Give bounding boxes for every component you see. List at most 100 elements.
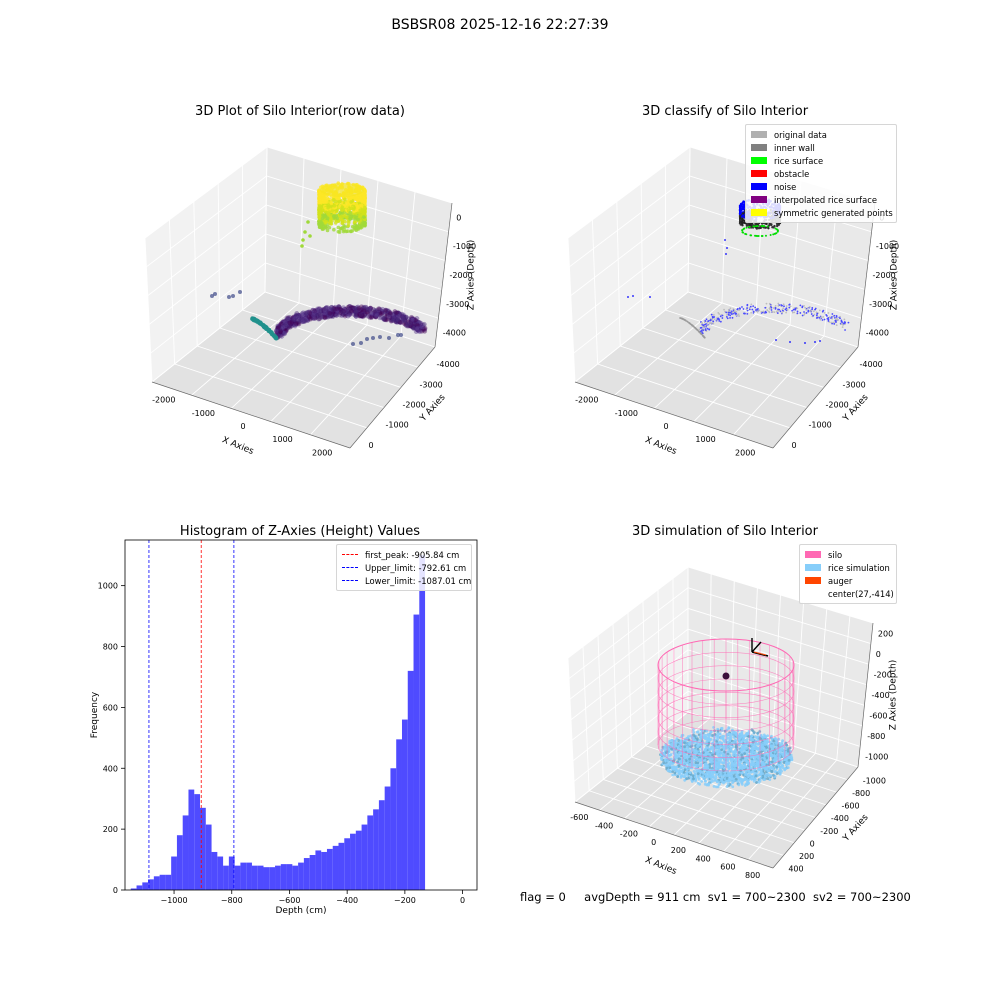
rice-simulation-point [671, 773, 675, 777]
rice-simulation-point [674, 739, 678, 742]
plot1-point [290, 319, 296, 325]
plot2-point [739, 307, 741, 310]
hist-bar [165, 874, 172, 890]
plot1-xtick: 1000 [272, 435, 292, 444]
plot2-point [821, 310, 824, 313]
plot1-point [282, 326, 288, 332]
plot1-point [346, 223, 351, 228]
plot1-point [274, 328, 279, 334]
plot1-point [323, 224, 328, 229]
plot1-point [355, 311, 360, 317]
plot2-point [738, 210, 742, 213]
plot1-point [378, 307, 383, 313]
plot1-point [409, 323, 414, 329]
plot1-point [339, 313, 345, 319]
plot2-point [835, 316, 838, 318]
rice-simulation-point [716, 750, 720, 754]
rice-simulation-point [770, 744, 774, 748]
plot2-point [815, 311, 818, 314]
plot2-point [726, 247, 728, 249]
rice-simulation-point [715, 745, 719, 749]
plot1-point [286, 320, 292, 326]
plot1-point [325, 312, 331, 318]
rice-simulation-point [710, 778, 714, 782]
rice-simulation-point [712, 725, 716, 729]
plot2-point [771, 310, 774, 313]
plot2-point [754, 306, 757, 309]
plot2-point [816, 316, 819, 319]
plot1-point [339, 214, 344, 219]
plot2-point [748, 308, 751, 311]
plot1-point [381, 315, 387, 321]
plot2-point [632, 295, 634, 297]
rice-simulation-point [774, 737, 777, 740]
rice-simulation-point [701, 775, 705, 779]
plot1-point [382, 312, 388, 318]
rice-simulation-point [670, 747, 674, 751]
plot1-point [349, 214, 354, 219]
rice-simulation-point [762, 762, 766, 766]
plot1-point [279, 326, 285, 332]
plot2-point [764, 234, 767, 237]
plot2-point [704, 328, 707, 330]
plot1-point [373, 311, 379, 317]
rice-simulation-point [750, 759, 753, 763]
plot2-point [764, 311, 766, 314]
plot2-point [826, 317, 829, 320]
hist-xtick: −600 [278, 896, 300, 905]
plot1-point [415, 319, 421, 325]
hist-bar [390, 768, 397, 890]
plot2-point [741, 306, 743, 308]
plot1-point [387, 336, 391, 340]
plot2-point [827, 312, 830, 314]
plot1-point [291, 318, 297, 324]
rice-simulation-point [697, 776, 700, 780]
plot1-point [299, 316, 305, 322]
rice-simulation-point [775, 742, 778, 745]
plot4-ytick: -1000 [863, 776, 886, 785]
rice-simulation-point [784, 750, 787, 754]
plot1-point [291, 318, 297, 324]
rice-simulation-point [692, 730, 696, 734]
plot1-point [317, 209, 322, 214]
plot4-xtick: -200 [620, 830, 638, 839]
rice-simulation-point [750, 746, 754, 750]
plot2-point [792, 308, 795, 311]
plot1-point [294, 320, 299, 326]
plot1-point [395, 310, 401, 316]
plot2-point [704, 324, 707, 327]
plot2-point [744, 312, 746, 315]
plot4-ytick: 400 [788, 865, 803, 874]
plot1-point [362, 304, 368, 310]
plot2-xlabel: X Axies [643, 435, 678, 457]
plot2-point [803, 304, 805, 307]
plot1-point [353, 220, 358, 224]
plot2-point [705, 318, 708, 321]
plot1-point [301, 238, 305, 242]
plot1-point [329, 312, 335, 318]
rice-simulation-point [722, 769, 725, 772]
plot4-ytick: 200 [799, 852, 814, 861]
plot1-point [336, 309, 342, 314]
rice-simulation-point [781, 739, 785, 743]
plot1-point [317, 222, 322, 227]
plot2-point [762, 310, 765, 313]
plot2-point [729, 307, 732, 310]
plot1-point [281, 322, 287, 327]
hist-bar [136, 885, 143, 890]
hist-bar [263, 867, 270, 890]
plot1-title: 3D Plot of Silo Interior(row data) [195, 104, 405, 119]
plot1-point [284, 315, 290, 321]
plot4-ztick: -600 [869, 712, 887, 721]
plot4-xtick: 0 [651, 838, 656, 847]
plot2-xtick: 1000 [695, 435, 715, 444]
rice-simulation-point [780, 748, 784, 751]
rice-simulation-point [697, 764, 701, 767]
plot2-point [796, 312, 799, 315]
rice-simulation-point [688, 762, 692, 766]
plot2-ytick: 0 [792, 441, 797, 450]
plot2-point [781, 309, 784, 312]
rice-simulation-point [704, 762, 708, 766]
plot2-point [810, 309, 813, 312]
plot1-point [400, 316, 406, 321]
